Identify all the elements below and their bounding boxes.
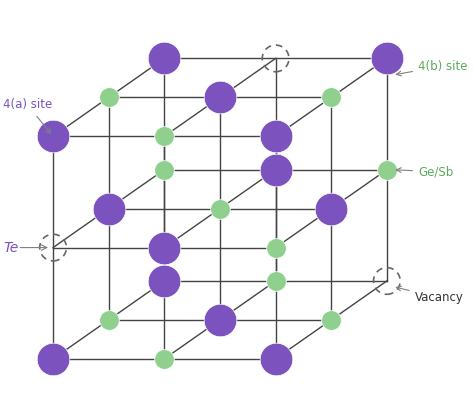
Point bbox=[383, 55, 391, 62]
Point bbox=[105, 317, 112, 323]
Point bbox=[328, 205, 335, 212]
Text: 4(a) site: 4(a) site bbox=[3, 98, 52, 133]
Point bbox=[161, 245, 168, 251]
Point bbox=[272, 245, 279, 251]
Point bbox=[328, 94, 335, 100]
Point bbox=[383, 167, 391, 173]
Point bbox=[161, 278, 168, 284]
Point bbox=[272, 167, 279, 173]
Point bbox=[216, 205, 224, 212]
Point bbox=[161, 55, 168, 62]
Text: Te: Te bbox=[3, 241, 18, 254]
Point bbox=[216, 94, 224, 100]
Point bbox=[272, 133, 279, 139]
Point bbox=[49, 356, 57, 362]
Point bbox=[105, 94, 112, 100]
Text: Ge/Sb: Ge/Sb bbox=[396, 165, 453, 178]
Point bbox=[161, 167, 168, 173]
Text: Vacancy: Vacancy bbox=[396, 286, 464, 304]
Point bbox=[105, 205, 112, 212]
Point bbox=[272, 356, 279, 362]
Text: 4(b) site: 4(b) site bbox=[396, 60, 467, 76]
Point bbox=[49, 133, 57, 139]
Point bbox=[328, 317, 335, 323]
Point bbox=[272, 278, 279, 284]
Point bbox=[216, 317, 224, 323]
Point bbox=[161, 356, 168, 362]
Point bbox=[161, 133, 168, 139]
